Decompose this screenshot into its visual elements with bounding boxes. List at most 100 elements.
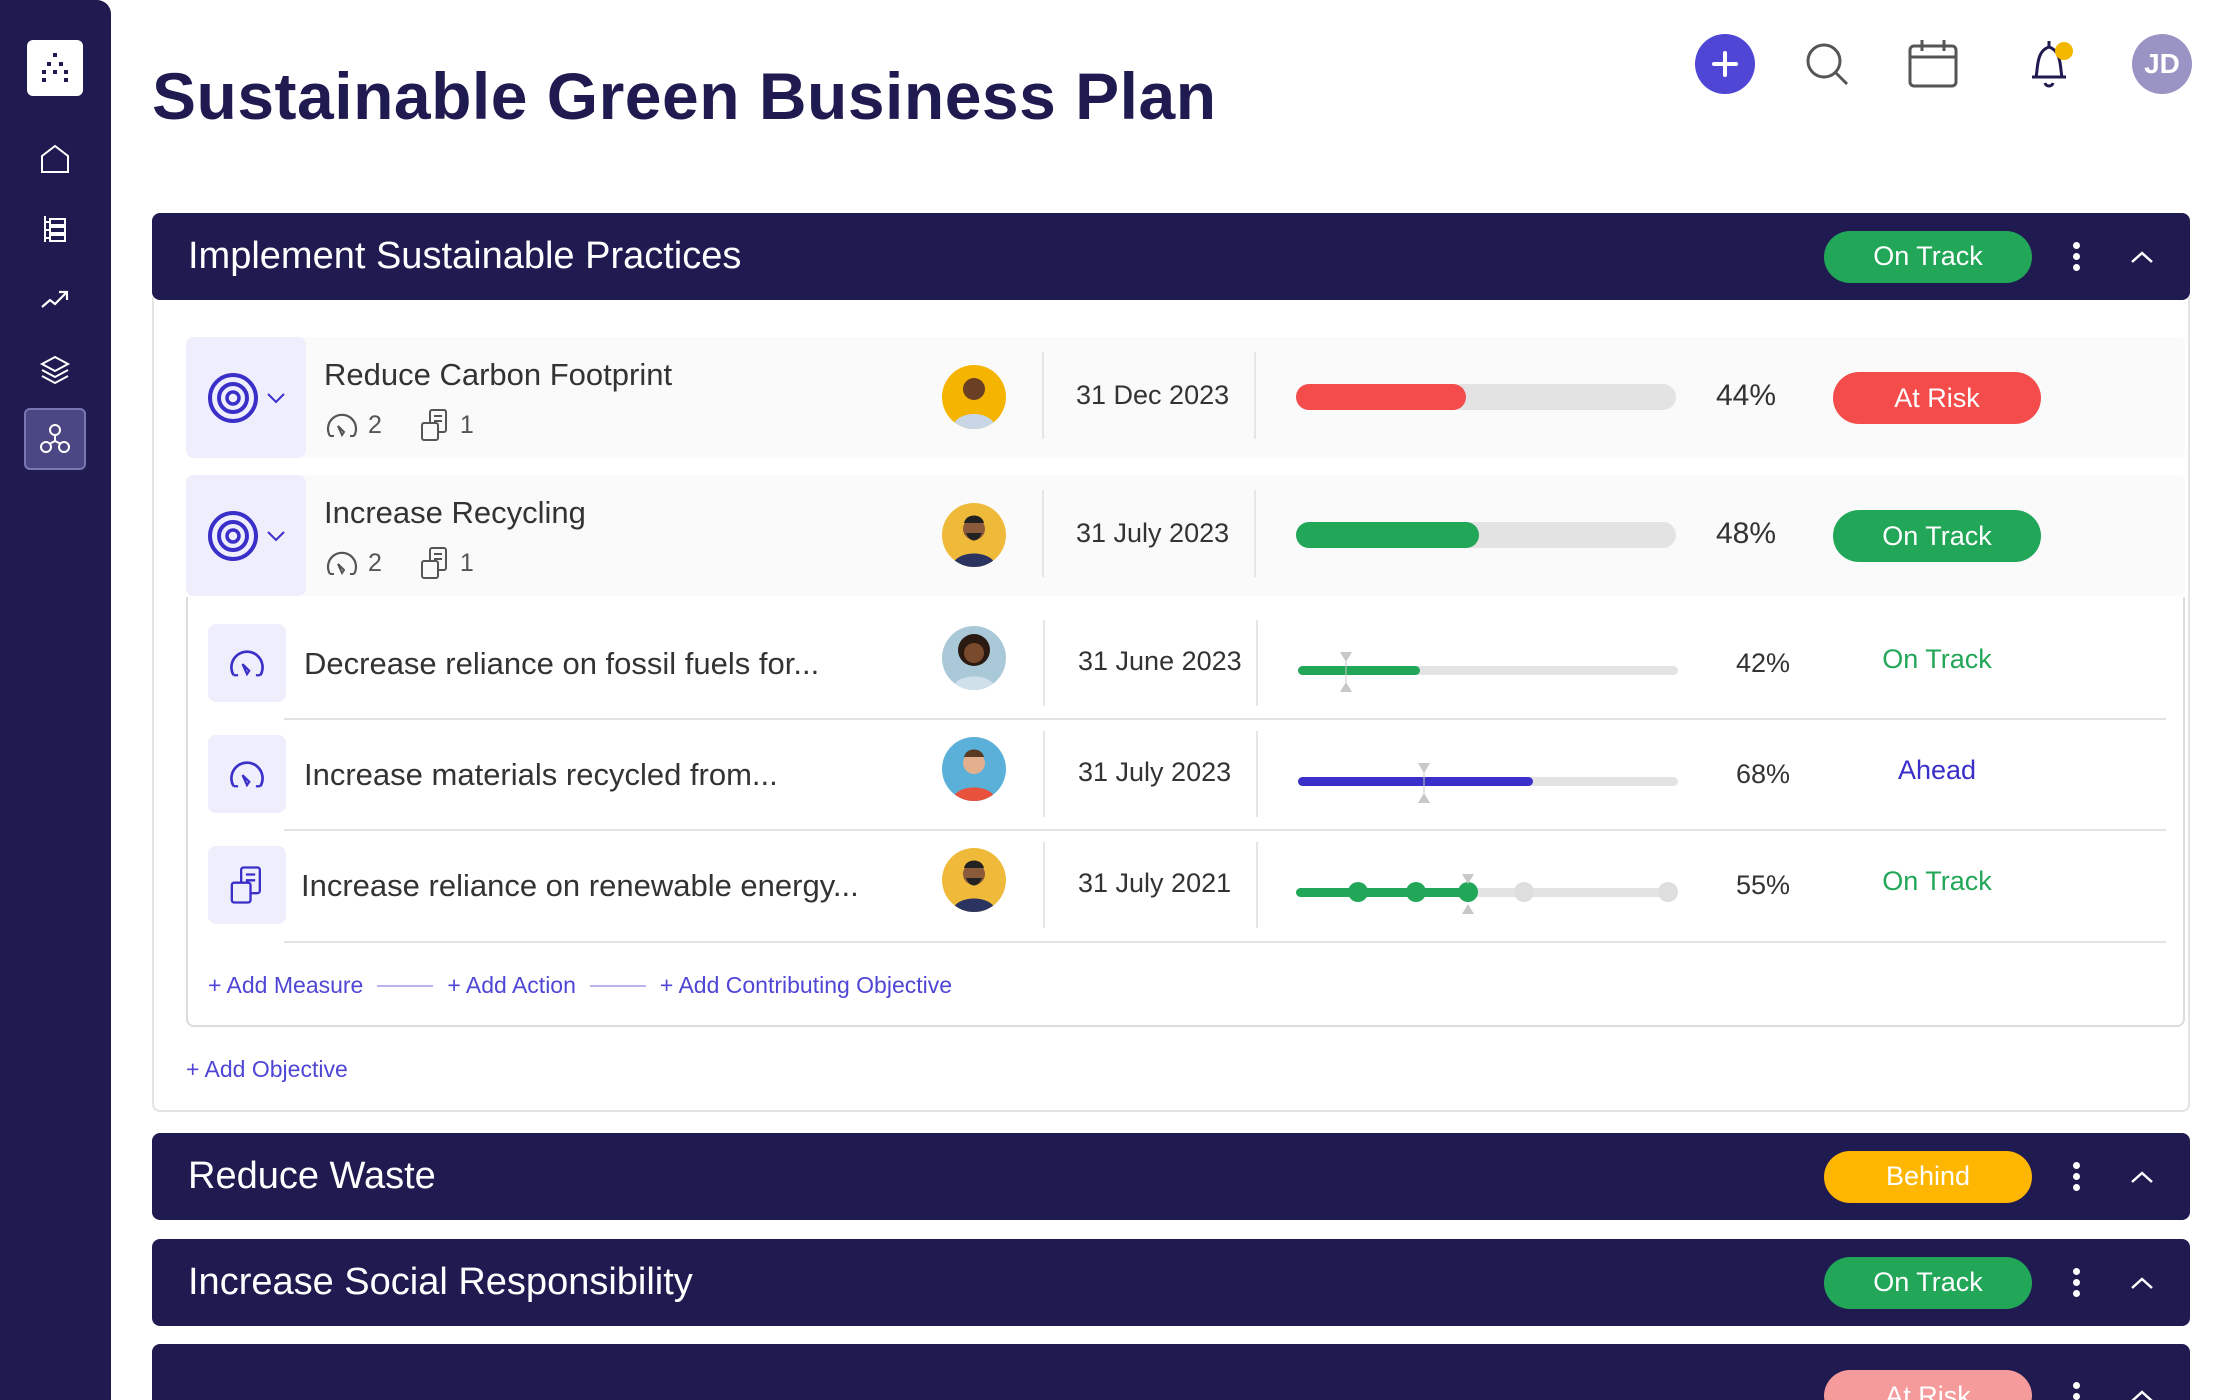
due-date: 31 July 2023 bbox=[1078, 757, 1232, 787]
divider bbox=[1256, 731, 1258, 817]
section-header-increase-social-responsibility[interactable]: Increase Social Responsibility On Track bbox=[152, 1239, 2190, 1326]
milestone-dot[interactable] bbox=[1406, 882, 1426, 902]
section-status-badge: On Track bbox=[1824, 1256, 2032, 1309]
measures-count: 2 bbox=[368, 410, 382, 439]
app-logo[interactable] bbox=[27, 40, 83, 96]
objective-row[interactable]: Reduce Carbon Footprint 2 1 31 Dec 2023 … bbox=[186, 337, 2185, 458]
divider bbox=[1043, 731, 1045, 817]
milestone-dot[interactable] bbox=[1348, 882, 1368, 902]
progress-percent: 55% bbox=[1736, 870, 1791, 900]
collapse-button[interactable] bbox=[2122, 1376, 2162, 1400]
measure-row[interactable]: Decrease reliance on fossil fuels for...… bbox=[186, 610, 2166, 720]
divider bbox=[1042, 490, 1044, 577]
objective-expand-toggle[interactable] bbox=[186, 475, 306, 596]
action-title: Increase reliance on renewable energy... bbox=[301, 868, 859, 903]
add-button[interactable] bbox=[1695, 34, 1755, 94]
documents-icon bbox=[420, 409, 447, 441]
network-icon bbox=[40, 424, 70, 453]
sidebar-item-trends[interactable] bbox=[24, 268, 86, 330]
section-title: Reduce Waste bbox=[188, 1155, 436, 1197]
add-contributing-objective-link[interactable]: + Add Contributing Objective bbox=[659, 972, 953, 998]
sidebar-item-network[interactable] bbox=[24, 408, 86, 470]
target-icon bbox=[208, 372, 258, 423]
progress-fill bbox=[1296, 384, 1466, 410]
due-date: 31 July 2023 bbox=[1076, 518, 1230, 548]
home-icon bbox=[41, 144, 69, 173]
action-type-badge bbox=[208, 846, 286, 924]
chevron-up-icon bbox=[2131, 1276, 2153, 1289]
status-badge: On Track bbox=[1833, 510, 2041, 562]
section-header-partial[interactable]: At Risk bbox=[152, 1344, 2190, 1400]
owner-avatar[interactable] bbox=[942, 503, 1006, 567]
due-date: 31 July 2021 bbox=[1078, 868, 1232, 898]
section-header-implement-sustainable-practices[interactable]: Implement Sustainable Practices On Track bbox=[152, 213, 2190, 300]
more-options-button[interactable] bbox=[2064, 1263, 2088, 1303]
add-action-link[interactable]: + Add Action bbox=[447, 972, 576, 998]
chevron-up-icon bbox=[2131, 250, 2153, 263]
divider bbox=[1254, 490, 1256, 577]
target-marker-icon bbox=[1340, 652, 1352, 692]
person-avatar-icon bbox=[952, 378, 996, 429]
user-avatar[interactable]: JD bbox=[2132, 34, 2192, 94]
collapse-button[interactable] bbox=[2122, 1263, 2162, 1303]
progress-fill bbox=[1296, 888, 1468, 897]
collapse-button[interactable] bbox=[2122, 237, 2162, 277]
divider bbox=[1043, 842, 1045, 928]
action-row[interactable]: Increase reliance on renewable energy...… bbox=[186, 832, 2166, 942]
divider bbox=[1043, 620, 1045, 706]
sidebar-item-layers[interactable] bbox=[24, 338, 86, 400]
objective-expand-toggle[interactable] bbox=[186, 337, 306, 458]
measure-title: Increase materials recycled from... bbox=[304, 757, 778, 792]
owner-avatar[interactable] bbox=[942, 626, 1006, 690]
calendar-button[interactable] bbox=[1903, 34, 1963, 94]
collapse-button[interactable] bbox=[2122, 1157, 2162, 1197]
objective-row[interactable]: Increase Recycling 2 1 31 July 2023 48% … bbox=[186, 475, 2185, 596]
target-icon bbox=[208, 510, 258, 561]
milestone-dot[interactable] bbox=[1658, 882, 1678, 902]
add-objective-link[interactable]: + Add Objective bbox=[186, 1056, 348, 1082]
more-options-button[interactable] bbox=[2064, 1376, 2088, 1400]
notifications-button[interactable] bbox=[2019, 34, 2079, 94]
row-divider bbox=[284, 718, 2166, 720]
chevron-up-icon bbox=[2131, 1390, 2153, 1400]
search-button[interactable] bbox=[1797, 34, 1857, 94]
sidebar-item-hierarchy[interactable] bbox=[24, 198, 86, 260]
progress-percent: 68% bbox=[1736, 759, 1791, 789]
chevron-down-icon bbox=[267, 530, 285, 541]
measure-title: Decrease reliance on fossil fuels for... bbox=[304, 646, 820, 681]
milestone-dot[interactable] bbox=[1458, 882, 1478, 902]
person-avatar-icon bbox=[952, 634, 996, 690]
progress-percent: 44% bbox=[1716, 379, 1777, 412]
more-options-button[interactable] bbox=[2064, 237, 2088, 277]
sidebar bbox=[0, 0, 111, 1400]
connector-line bbox=[589, 984, 646, 987]
plus-icon bbox=[1712, 51, 1738, 77]
progress-bar bbox=[1298, 777, 1678, 786]
measure-row[interactable]: Increase materials recycled from... 31 J… bbox=[186, 721, 2166, 831]
contributing-items-panel bbox=[186, 597, 2185, 1027]
measures-count: 2 bbox=[368, 548, 382, 577]
divider bbox=[1042, 352, 1044, 439]
layers-icon bbox=[39, 355, 71, 385]
hierarchy-list-icon bbox=[44, 216, 66, 242]
progress-fill bbox=[1298, 777, 1533, 786]
progress-fill bbox=[1298, 666, 1420, 675]
progress-percent: 42% bbox=[1736, 648, 1791, 678]
add-measure-link[interactable]: + Add Measure bbox=[208, 972, 364, 998]
page-title: Sustainable Green Business Plan bbox=[152, 59, 1217, 133]
owner-avatar[interactable] bbox=[942, 365, 1006, 429]
progress-bar bbox=[1296, 522, 1676, 548]
objective-title: Reduce Carbon Footprint bbox=[324, 357, 673, 392]
owner-avatar[interactable] bbox=[942, 737, 1006, 801]
section-status-badge: Behind bbox=[1824, 1150, 2032, 1203]
gauge-icon bbox=[326, 551, 358, 576]
progress-fill bbox=[1296, 522, 1479, 548]
status-badge: At Risk bbox=[1833, 372, 2041, 424]
section-header-reduce-waste[interactable]: Reduce Waste Behind bbox=[152, 1133, 2190, 1220]
more-options-button[interactable] bbox=[2064, 1157, 2088, 1197]
owner-avatar[interactable] bbox=[942, 848, 1006, 912]
section-title: Increase Social Responsibility bbox=[188, 1261, 693, 1303]
sidebar-item-home[interactable] bbox=[24, 128, 86, 190]
divider bbox=[1256, 842, 1258, 928]
milestone-dot[interactable] bbox=[1514, 882, 1534, 902]
